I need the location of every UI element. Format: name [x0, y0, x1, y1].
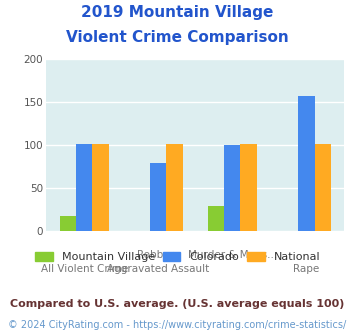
Text: © 2024 CityRating.com - https://www.cityrating.com/crime-statistics/: © 2024 CityRating.com - https://www.city… — [9, 320, 346, 330]
Bar — [166, 144, 183, 231]
Bar — [76, 144, 92, 231]
Text: Compared to U.S. average. (U.S. average equals 100): Compared to U.S. average. (U.S. average … — [10, 299, 345, 309]
Text: Violent Crime Comparison: Violent Crime Comparison — [66, 30, 289, 45]
Bar — [298, 96, 315, 231]
Bar — [315, 144, 331, 231]
Bar — [150, 163, 166, 231]
Bar — [92, 144, 109, 231]
Text: Murder & Mans...: Murder & Mans... — [188, 250, 277, 260]
Bar — [60, 215, 76, 231]
Text: Rape: Rape — [293, 264, 320, 274]
Text: Robbery: Robbery — [137, 250, 180, 260]
Text: 2019 Mountain Village: 2019 Mountain Village — [81, 5, 274, 20]
Text: All Violent Crime: All Violent Crime — [40, 264, 128, 274]
Text: Aggravated Assault: Aggravated Assault — [107, 264, 209, 274]
Bar — [224, 145, 240, 231]
Bar — [208, 206, 224, 231]
Bar — [240, 144, 257, 231]
Legend: Mountain Village, Colorado, National: Mountain Village, Colorado, National — [31, 248, 324, 267]
